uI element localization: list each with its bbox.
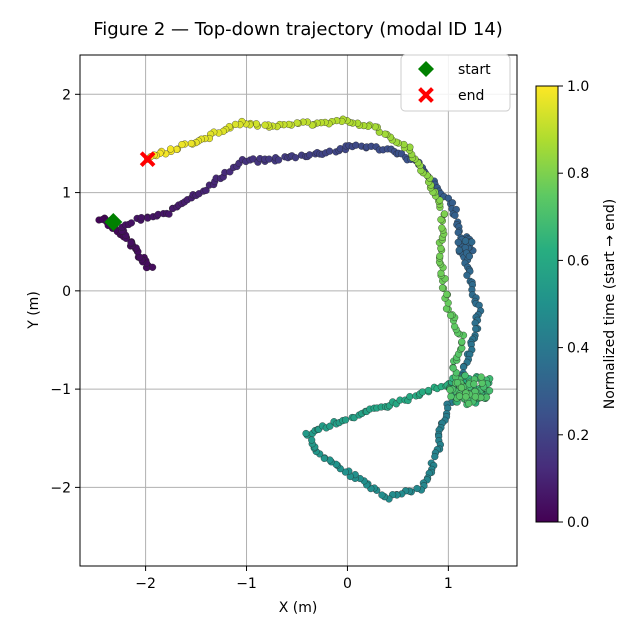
y-ticks: −2 −1 0 1 2 (50, 87, 80, 496)
trajectory-point (443, 290, 451, 298)
trajectory-point (455, 392, 464, 400)
x-tick-label: 1 (444, 576, 453, 592)
trajectory-point (326, 422, 334, 430)
legend-start-label: start (458, 62, 491, 78)
trajectory-point (447, 392, 455, 401)
trajectory-point (325, 147, 334, 155)
trajectory-point (261, 121, 269, 129)
trajectory-point (265, 155, 273, 163)
trajectory-point (463, 271, 471, 279)
trajectory-point (440, 210, 449, 218)
trajectory-point (187, 139, 195, 148)
trajectory-point (202, 186, 210, 195)
trajectory-point (450, 322, 459, 331)
trajectory-point (165, 210, 173, 218)
trajectory-points (95, 115, 494, 503)
start-end-markers (104, 151, 156, 232)
end-marker-stroke (139, 151, 156, 167)
x-tick-label: −1 (236, 576, 257, 592)
y-tick-label: −1 (50, 382, 71, 398)
trajectory-point (470, 380, 478, 388)
colorbar-tick-label: 0.2 (567, 428, 589, 444)
trajectory-point (378, 491, 386, 499)
end-marker (139, 151, 156, 167)
colorbar: 0.0 0.2 0.4 0.6 0.8 1.0 Normalized time (star… (535, 79, 618, 531)
trajectory-point (451, 211, 459, 220)
legend-end-label: end (458, 88, 484, 104)
plot-frame (79, 54, 518, 567)
trajectory-point (468, 238, 476, 246)
trajectory-point (320, 454, 328, 463)
x-tick-label: −2 (135, 576, 156, 592)
trajectory-point (127, 239, 135, 247)
trajectory-point (477, 373, 485, 381)
trajectory-point (406, 392, 414, 401)
trajectory-point (178, 140, 186, 149)
trajectory-point (471, 393, 479, 401)
trajectory-point (436, 252, 444, 260)
trajectory-point (437, 215, 445, 224)
trajectory-point (457, 384, 466, 392)
trajectory-point (458, 338, 466, 346)
trajectory-point (291, 154, 300, 162)
colorbar-tick-label: 0.6 (567, 253, 589, 269)
trajectory-point (461, 371, 469, 380)
trajectory-point (438, 284, 447, 292)
colorbar-label: Normalized time (start → end) (602, 199, 618, 409)
x-tick-label: 0 (343, 576, 352, 592)
colorbar-tick-label: 0.0 (567, 515, 589, 531)
y-tick-label: 2 (62, 87, 71, 103)
legend-box (400, 54, 511, 112)
trajectory-point (424, 386, 433, 395)
trajectory-point (431, 452, 439, 461)
trajectory-point (341, 416, 350, 424)
trajectory-point (453, 379, 462, 387)
y-tick-label: 1 (62, 186, 71, 202)
y-tick-label: −2 (50, 480, 71, 496)
x-ticks: −2 −1 0 1 (135, 566, 453, 592)
trajectory-point (166, 145, 175, 153)
y-axis-label: Y (m) (26, 291, 42, 330)
trajectory-point (461, 237, 470, 245)
y-tick-label: 0 (62, 284, 71, 300)
legend-end-x-icon (418, 87, 434, 103)
trajectory-point (455, 246, 463, 254)
x-axis-label: X (m) (279, 600, 318, 616)
trajectory-point (413, 484, 421, 493)
trajectory-point (485, 387, 494, 395)
colorbar-tick-label: 1.0 (567, 79, 589, 95)
trajectory-point (465, 399, 473, 408)
start-marker (104, 213, 123, 232)
trajectory-point (454, 238, 462, 246)
trajectory-point (446, 311, 455, 320)
colorbar-tick-label: 0.4 (567, 341, 589, 357)
trajectory-point (478, 379, 486, 387)
trajectory-point (472, 325, 480, 333)
colorbar-tick-label: 0.8 (567, 166, 589, 182)
grid (80, 55, 517, 566)
trajectory-point (448, 199, 457, 207)
trajectory-point (438, 224, 446, 232)
chart-title: Figure 2 — Top-down trajectory (modal ID… (93, 19, 503, 40)
trajectory-point (462, 393, 470, 401)
trajectory-point (274, 156, 283, 164)
colorbar-gradient (535, 85, 559, 523)
colorbar-ticks: 0.0 0.2 0.4 0.6 0.8 1.0 (558, 79, 589, 531)
trajectory-point (148, 263, 157, 271)
trajectory-point (137, 213, 146, 222)
trajectory-point (449, 364, 457, 372)
legend: start end (400, 54, 511, 112)
trajectory-point (341, 468, 350, 476)
legend-start-diamond-icon (418, 61, 434, 77)
trajectory-point (446, 386, 454, 394)
trajectory-point (302, 429, 310, 438)
trajectory-point (127, 219, 136, 227)
trajectory-point (465, 252, 474, 260)
